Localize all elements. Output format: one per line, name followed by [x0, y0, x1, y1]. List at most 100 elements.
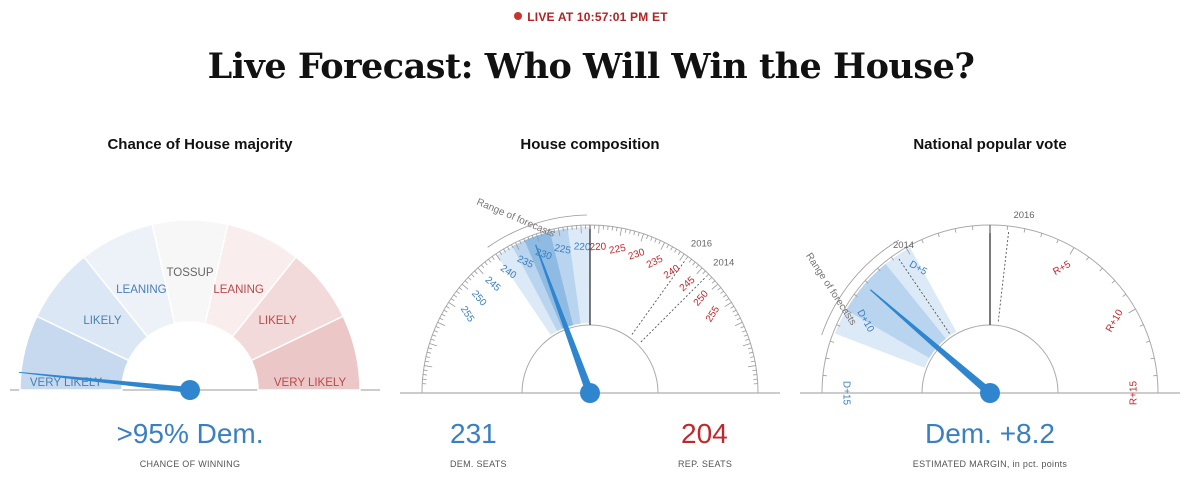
tick [853, 293, 858, 297]
tick [1122, 293, 1127, 297]
tick [523, 238, 526, 243]
tick [616, 227, 618, 232]
tick [474, 270, 478, 275]
tick [711, 280, 716, 284]
tick [549, 229, 551, 234]
tick [488, 258, 492, 263]
tick [433, 330, 438, 333]
dem-tick-label-250: 250 [469, 289, 488, 309]
dem-tick-label-220: 220 [573, 241, 591, 253]
tick [499, 251, 503, 255]
tick [660, 242, 665, 250]
segment-label-2: LEANING [116, 284, 167, 296]
tick [685, 256, 689, 260]
range-label: Range of forecasts [475, 197, 557, 240]
tick [629, 229, 631, 234]
tick [732, 309, 737, 313]
tick [748, 351, 754, 354]
tick [458, 287, 463, 291]
tick [702, 270, 706, 275]
dem-tick-label-230: 230 [534, 247, 554, 263]
segment-label-4: LEANING [213, 284, 264, 296]
reference-label-2016: 2016 [1013, 210, 1034, 221]
tick [511, 244, 514, 249]
tick [503, 248, 506, 253]
popular-vote-panel: National popular vote D+15 D+10 D+5 R+5 R+10… [800, 128, 1180, 478]
rep-seats-caption: REP. SEATS [678, 459, 733, 469]
range-arc [487, 214, 587, 248]
majority-chance-panel: Chance of House majority VERY LIKELY LIKE… [10, 128, 390, 478]
rep-seats-value: 204 [681, 418, 728, 449]
tick [1145, 340, 1150, 343]
needle-hub [980, 383, 1000, 403]
tick [890, 256, 894, 261]
tick [527, 236, 530, 241]
tick [747, 365, 756, 368]
reference-line-2014 [897, 257, 950, 334]
majority-chance-value: >95% Dem. [116, 418, 264, 449]
tick [695, 264, 699, 269]
tick [674, 248, 677, 253]
tick [844, 308, 852, 314]
tick [450, 298, 455, 302]
reference-line-2014 [640, 276, 707, 343]
tick [423, 369, 428, 371]
tick [742, 330, 747, 333]
needle-hub [580, 383, 600, 403]
tick [456, 290, 460, 294]
tick [536, 233, 540, 242]
tick [461, 283, 469, 290]
tick [1099, 267, 1103, 272]
tick [836, 324, 841, 327]
tick [432, 334, 437, 337]
tick [905, 247, 911, 255]
tick [921, 239, 924, 244]
tick [1023, 228, 1026, 233]
needle-hub [180, 380, 200, 400]
tick [740, 326, 745, 329]
tick [519, 240, 522, 245]
tick [566, 226, 569, 231]
tick [424, 365, 433, 368]
segment-label-1: LIKELY [83, 315, 121, 327]
tick [443, 309, 448, 313]
page-title: Live Forecast: Who Will Win the House? [207, 46, 975, 87]
tick-label-R+10: R+10 [1104, 307, 1126, 334]
tick [515, 242, 520, 250]
tick [730, 305, 735, 309]
tick [1086, 256, 1090, 261]
reference-label-2014: 2014 [893, 240, 914, 251]
tick [658, 240, 661, 245]
segment-label-6: VERY LIKELY [274, 377, 347, 389]
popular-vote-title: National popular vote [913, 136, 1067, 153]
live-status: LIVE AT 10:57:01 PM ET [0, 10, 1182, 24]
tick [720, 290, 724, 294]
tick [1139, 324, 1144, 327]
dem-tick-label-245: 245 [483, 275, 503, 295]
tick [481, 264, 485, 269]
tick [742, 343, 751, 347]
tick [437, 321, 446, 326]
tick [441, 313, 446, 317]
majority-chance-caption: CHANCE OF WINNING [139, 459, 241, 469]
needle [870, 289, 993, 397]
tick [724, 302, 732, 308]
tick [708, 277, 713, 281]
needle [18, 371, 191, 393]
tick [495, 253, 501, 261]
tick [439, 317, 444, 321]
tick-label-R+5: R+5 [1051, 259, 1073, 278]
tick [471, 273, 475, 278]
majority-chance-gauge: VERY LIKELYLIKELYLEANINGTOSSUPLEANINGLIK… [10, 219, 380, 400]
tick [491, 256, 495, 260]
tick [445, 305, 450, 309]
tick [734, 321, 743, 326]
tick [692, 261, 696, 266]
range-label: Range of forecasts [803, 251, 858, 327]
tick [670, 246, 673, 251]
rep-tick-label-245: 245 [678, 274, 698, 294]
tick [736, 317, 741, 321]
tick [688, 258, 692, 263]
tick [877, 267, 881, 272]
